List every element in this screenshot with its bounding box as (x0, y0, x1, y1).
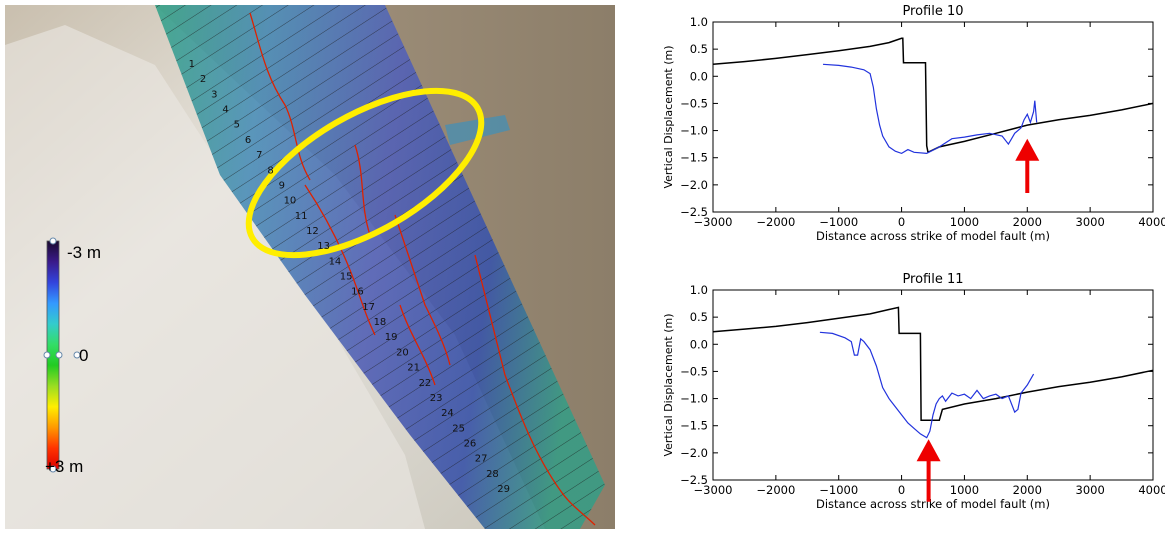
profile-label-2: 2 (200, 74, 206, 85)
profile-10-ytick-label: 0.5 (690, 42, 708, 56)
profile-label-9: 9 (279, 180, 285, 191)
colorbar-handle-mid-left (43, 351, 51, 359)
profile-label-4: 4 (222, 105, 228, 116)
colorbar-top-label: -3 m (67, 243, 101, 262)
profile-11-series-model-line (712, 306, 1154, 422)
profile-10-ylabel: Vertical Displacement (m) (662, 45, 675, 188)
profile-11-xtick-label: 4000 (1138, 483, 1165, 497)
profile-10-xtick-label: −3000 (694, 215, 733, 229)
profile-10-xtick-label: 3000 (1076, 215, 1105, 229)
satellite-map: 1 2 3 4 5 6 7 8 9 10 11 12 13 14 15 16 17 18 19 20 21 22 23 24 2… (5, 5, 615, 529)
profile-11-ytick-label: −1.0 (680, 392, 708, 406)
profile-11-title: Profile 11 (902, 272, 963, 287)
profile-10-ytick-label: 1.0 (690, 15, 708, 29)
profile-10-xtick-label: 0 (898, 215, 905, 229)
profile-label-26: 26 (464, 439, 477, 450)
profile-10-ytick-label: −1.5 (680, 151, 708, 165)
colorbar-handle-top (49, 237, 57, 245)
profile-11-plot-frame (712, 289, 1154, 481)
profile-11-xtick-label: −2000 (756, 483, 795, 497)
profile-11-series-observed-line (819, 331, 1035, 439)
profile-label-27: 27 (475, 454, 488, 465)
profile-10-red-arrow (1015, 138, 1040, 193)
playa-area (5, 25, 425, 529)
profile-10-xtick-label: 2000 (1013, 215, 1042, 229)
profile-label-8: 8 (267, 165, 273, 176)
profile-label-21: 21 (407, 363, 420, 374)
profile-11-ytick-label: 0.0 (690, 337, 708, 351)
profile-10-series-model-line (712, 37, 1154, 154)
profile-10-title: Profile 10 (902, 4, 963, 19)
profile-label-12: 12 (306, 226, 319, 237)
colorbar-handle-mid-outer (73, 351, 81, 359)
profile-label-10: 10 (284, 196, 297, 207)
profile-10-ytick-label: 0.0 (690, 69, 708, 83)
profile-10-xtick-label: −2000 (756, 215, 795, 229)
profile-label-18: 18 (374, 317, 387, 328)
profile-11-xtick-label: 1000 (950, 483, 979, 497)
profile-label-20: 20 (396, 347, 409, 358)
profile-label-13: 13 (317, 241, 330, 252)
profile-11-xtick-label: 3000 (1076, 483, 1105, 497)
colorbar-mid-label: 0 (79, 346, 88, 365)
profile-label-22: 22 (419, 378, 432, 389)
displacement-strip-hatch (155, 5, 605, 529)
profile-10-ytick-label: −1.0 (680, 124, 708, 138)
profile-11-red-arrow-head (916, 439, 941, 462)
profile-10-xtick-label: 1000 (950, 215, 979, 229)
profile-10-xlabel: Distance across strike of model fault (m… (816, 229, 1050, 243)
profile-label-29: 29 (497, 484, 510, 495)
profile-label-11: 11 (295, 211, 308, 222)
profile-label-23: 23 (430, 393, 443, 404)
profile-label-5: 5 (234, 120, 240, 131)
profile-number-labels: 1234567891011121314151617181920212223242… (189, 59, 510, 495)
profile-10-ytick-label: −2.0 (680, 178, 708, 192)
profile-11-ytick-label: 1.0 (690, 283, 708, 297)
profile-10-red-arrow-head (1015, 138, 1040, 161)
profile-label-28: 28 (486, 469, 499, 480)
fault-traces (249, 12, 596, 526)
profile-11-xtick-label: −1000 (819, 483, 858, 497)
profile-label-6: 6 (245, 135, 251, 146)
profile-10-plot-frame (712, 21, 1154, 213)
profile-11-xtick-label: 2000 (1013, 483, 1042, 497)
profile-10-series-observed-line (822, 63, 1038, 155)
profile-11-ytick-label: −2.5 (680, 473, 708, 487)
profile-label-25: 25 (452, 423, 465, 434)
profile-10-xtick-label: 4000 (1138, 215, 1165, 229)
profile-11-ytick-label: −0.5 (680, 364, 708, 378)
colorbar-handle-bottom (49, 465, 57, 473)
profile-11-xtick-label: 0 (898, 483, 905, 497)
profile-label-1: 1 (189, 59, 195, 70)
colorbar-bottom-label: +3 m (45, 457, 83, 476)
profile-label-17: 17 (362, 302, 375, 313)
profile-label-15: 15 (340, 272, 353, 283)
profile-11-xlabel: Distance across strike of model fault (m… (816, 497, 1050, 511)
colorbar: -3 m 0 +3 m (43, 237, 101, 476)
profile-11-chart: Profile 11 −3000 −2000 −1000 0 1000 2000 3000 40… (660, 268, 1165, 533)
profile-10-xtick-label: −1000 (819, 215, 858, 229)
profile-11-ylabel: Vertical Displacement (m) (662, 313, 675, 456)
profile-10-chart: Profile 10 −3000 −2000 −1000 0 1000 2000 3000 40… (660, 0, 1165, 265)
highlight-ellipse (245, 87, 485, 259)
profile-11-ytick-label: −1.5 (680, 419, 708, 433)
profile-10-ytick-label: −2.5 (680, 205, 708, 219)
profile-label-7: 7 (256, 150, 262, 161)
profile-label-24: 24 (441, 408, 454, 419)
profile-11-xtick-label: −3000 (694, 483, 733, 497)
strip-extension (445, 115, 510, 145)
colorbar-handle-mid-right (55, 351, 63, 359)
profile-label-14: 14 (329, 256, 342, 267)
profile-11-ytick-label: −2.0 (680, 446, 708, 460)
profile-label-16: 16 (351, 287, 364, 298)
profile-label-3: 3 (211, 89, 217, 100)
profile-11-red-arrow (916, 439, 941, 502)
profile-11-ytick-label: 0.5 (690, 310, 708, 324)
profile-10-ytick-label: −0.5 (680, 96, 708, 110)
profile-label-19: 19 (385, 332, 398, 343)
